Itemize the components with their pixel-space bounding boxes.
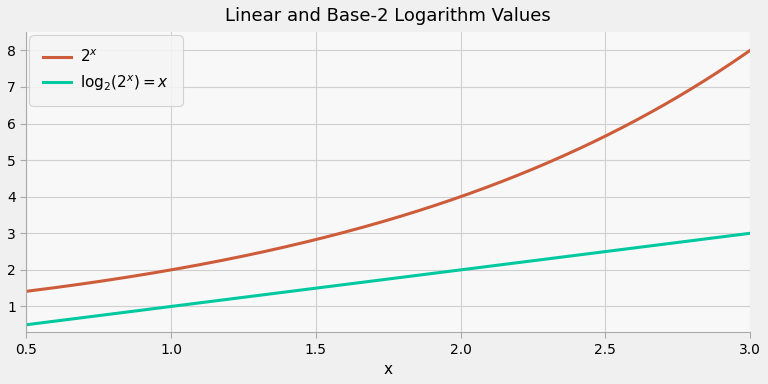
$\mathrm{log}_2(2^x) = x$	[349, 281, 359, 286]
$2^x$	[746, 48, 755, 53]
$2^x$	[22, 289, 31, 294]
Title: Linear and Base-2 Logarithm Values: Linear and Base-2 Logarithm Values	[225, 7, 551, 25]
$2^x$	[349, 227, 359, 232]
$\mathrm{log}_2(2^x) = x$	[207, 299, 217, 304]
$2^x$	[207, 260, 217, 265]
$\mathrm{log}_2(2^x) = x$	[22, 323, 31, 327]
$\mathrm{log}_2(2^x) = x$	[449, 268, 458, 273]
$\mathrm{log}_2(2^x) = x$	[746, 231, 755, 236]
Line: $2^x$: $2^x$	[26, 50, 750, 291]
$\mathrm{log}_2(2^x) = x$	[150, 306, 159, 311]
$\mathrm{log}_2(2^x) = x$	[505, 262, 515, 266]
$\mathrm{log}_2(2^x) = x$	[567, 253, 576, 258]
Legend: $2^x$, $\mathrm{log}_2(2^x) = x$: $2^x$, $\mathrm{log}_2(2^x) = x$	[34, 40, 178, 102]
$2^x$	[505, 176, 515, 181]
$2^x$	[567, 150, 576, 155]
$2^x$	[449, 197, 458, 202]
X-axis label: x: x	[384, 362, 392, 377]
Line: $\mathrm{log}_2(2^x) = x$: $\mathrm{log}_2(2^x) = x$	[26, 233, 750, 325]
$2^x$	[150, 270, 159, 275]
